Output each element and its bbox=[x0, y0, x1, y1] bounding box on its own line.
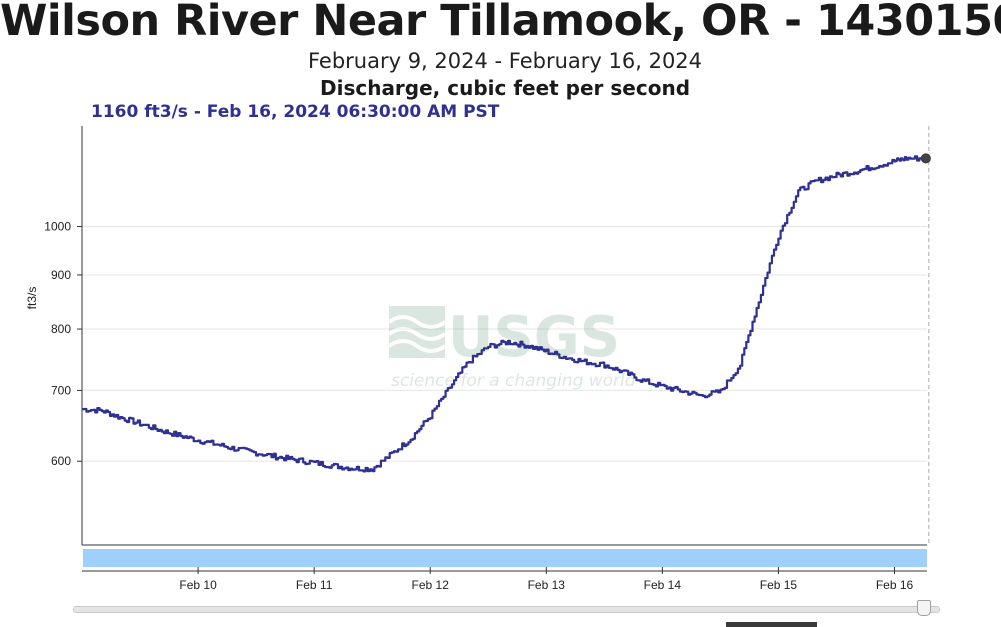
x-tick-label: Feb 14 bbox=[644, 578, 682, 592]
time-range-slider[interactable] bbox=[73, 606, 940, 613]
usgs-wave-icon bbox=[387, 306, 447, 358]
parameter-subtitle: Discharge, cubic feet per second bbox=[319, 76, 691, 100]
x-tick-label: Feb 15 bbox=[760, 578, 798, 592]
x-tick-label: Feb 10 bbox=[179, 578, 217, 592]
x-tick-label: Feb 16 bbox=[876, 578, 914, 592]
y-axis-label: ft3/s bbox=[25, 287, 39, 310]
bottom-toolbar-edge bbox=[726, 622, 817, 627]
x-tick-label: Feb 11 bbox=[296, 578, 333, 592]
y-tick-label: 1000 bbox=[44, 220, 71, 234]
usgs-tagline: science for a changing world bbox=[391, 371, 636, 391]
slider-handle[interactable] bbox=[917, 600, 931, 616]
y-axis-ticks: 600 700 800 900 1000 bbox=[44, 220, 82, 468]
x-tick-label: Feb 13 bbox=[528, 578, 566, 592]
x-axis-ticks: Feb 10 Feb 11 Feb 12 Feb 13 Feb 14 Feb 15 Feb … bbox=[82, 567, 927, 592]
y-tick-label: 700 bbox=[51, 383, 71, 397]
grid-lines bbox=[82, 226, 927, 462]
date-range-subtitle: February 9, 2024 - February 16, 2024 bbox=[307, 49, 703, 73]
usgs-watermark: USGS science for a changing world bbox=[387, 305, 636, 391]
discharge-series-line bbox=[82, 155, 927, 473]
y-tick-label: 600 bbox=[51, 454, 71, 468]
y-tick-label: 900 bbox=[51, 268, 71, 282]
x-tick-label: Feb 12 bbox=[412, 578, 450, 592]
hover-point-marker bbox=[920, 153, 931, 164]
chart-title: Wilson River Near Tillamook, OR - 143015… bbox=[0, 0, 1001, 46]
usgs-logo-text: USGS bbox=[448, 305, 620, 370]
time-brush-bar[interactable] bbox=[83, 549, 927, 567]
y-tick-label: 800 bbox=[51, 322, 71, 336]
hover-value-readout: 1160 ft3/s - Feb 16, 2024 06:30:00 AM PS… bbox=[91, 102, 500, 122]
